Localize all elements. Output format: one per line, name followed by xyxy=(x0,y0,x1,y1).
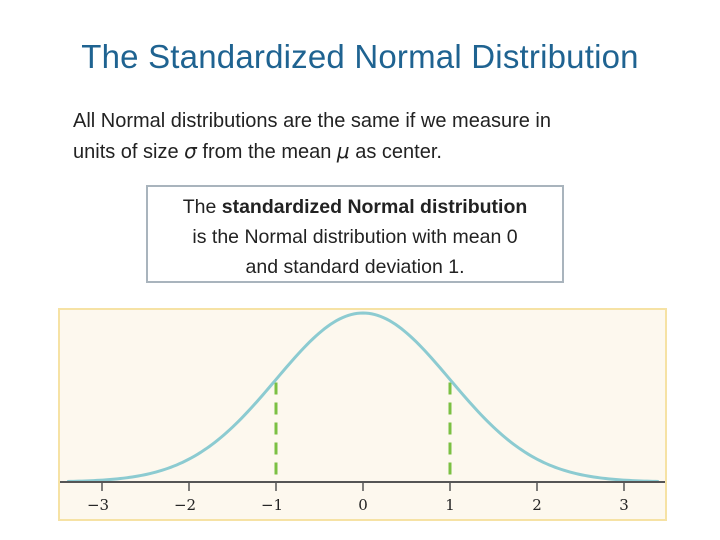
intro-line-2-pre: units of size xyxy=(73,141,185,163)
x-tick-label-4: 1 xyxy=(445,496,455,514)
x-tick-label-0: −3 xyxy=(87,496,109,514)
x-tick-label-2: −1 xyxy=(261,496,283,514)
definition-pre: The xyxy=(182,196,222,218)
intro-text: All Normal distributions are the same if… xyxy=(73,106,673,167)
x-tick-label-6: 3 xyxy=(619,496,629,514)
x-tick-label-5: 2 xyxy=(532,496,542,514)
density-curve xyxy=(67,311,659,483)
definition-line-2: is the Normal distribution with mean 0 xyxy=(192,226,518,248)
intro-line-1: All Normal distributions are the same if… xyxy=(73,110,551,132)
definition-line-3: and standard deviation 1. xyxy=(245,256,465,278)
normal-curve-svg: −3 −2 −1 0 1 2 3 xyxy=(60,311,665,514)
mu-symbol: μ xyxy=(336,139,350,163)
x-tick-label-1: −2 xyxy=(174,496,196,514)
x-tick-label-3: 0 xyxy=(358,496,368,514)
definition-line-1: The standardized Normal distribution xyxy=(148,192,562,222)
sigma-symbol: σ xyxy=(184,139,197,163)
intro-line-2: units of size σ from the mean μ as cente… xyxy=(73,136,673,167)
definition-box: The standardized Normal distribution is … xyxy=(146,185,564,283)
slide-title: The Standardized Normal Distribution xyxy=(81,38,639,75)
definition-term: standardized Normal distribution xyxy=(221,196,528,218)
intro-line-2-mid: from the mean xyxy=(196,141,337,163)
normal-curve-chart: −3 −2 −1 0 1 2 3 xyxy=(58,308,667,521)
intro-line-2-post: as center. xyxy=(349,141,442,163)
